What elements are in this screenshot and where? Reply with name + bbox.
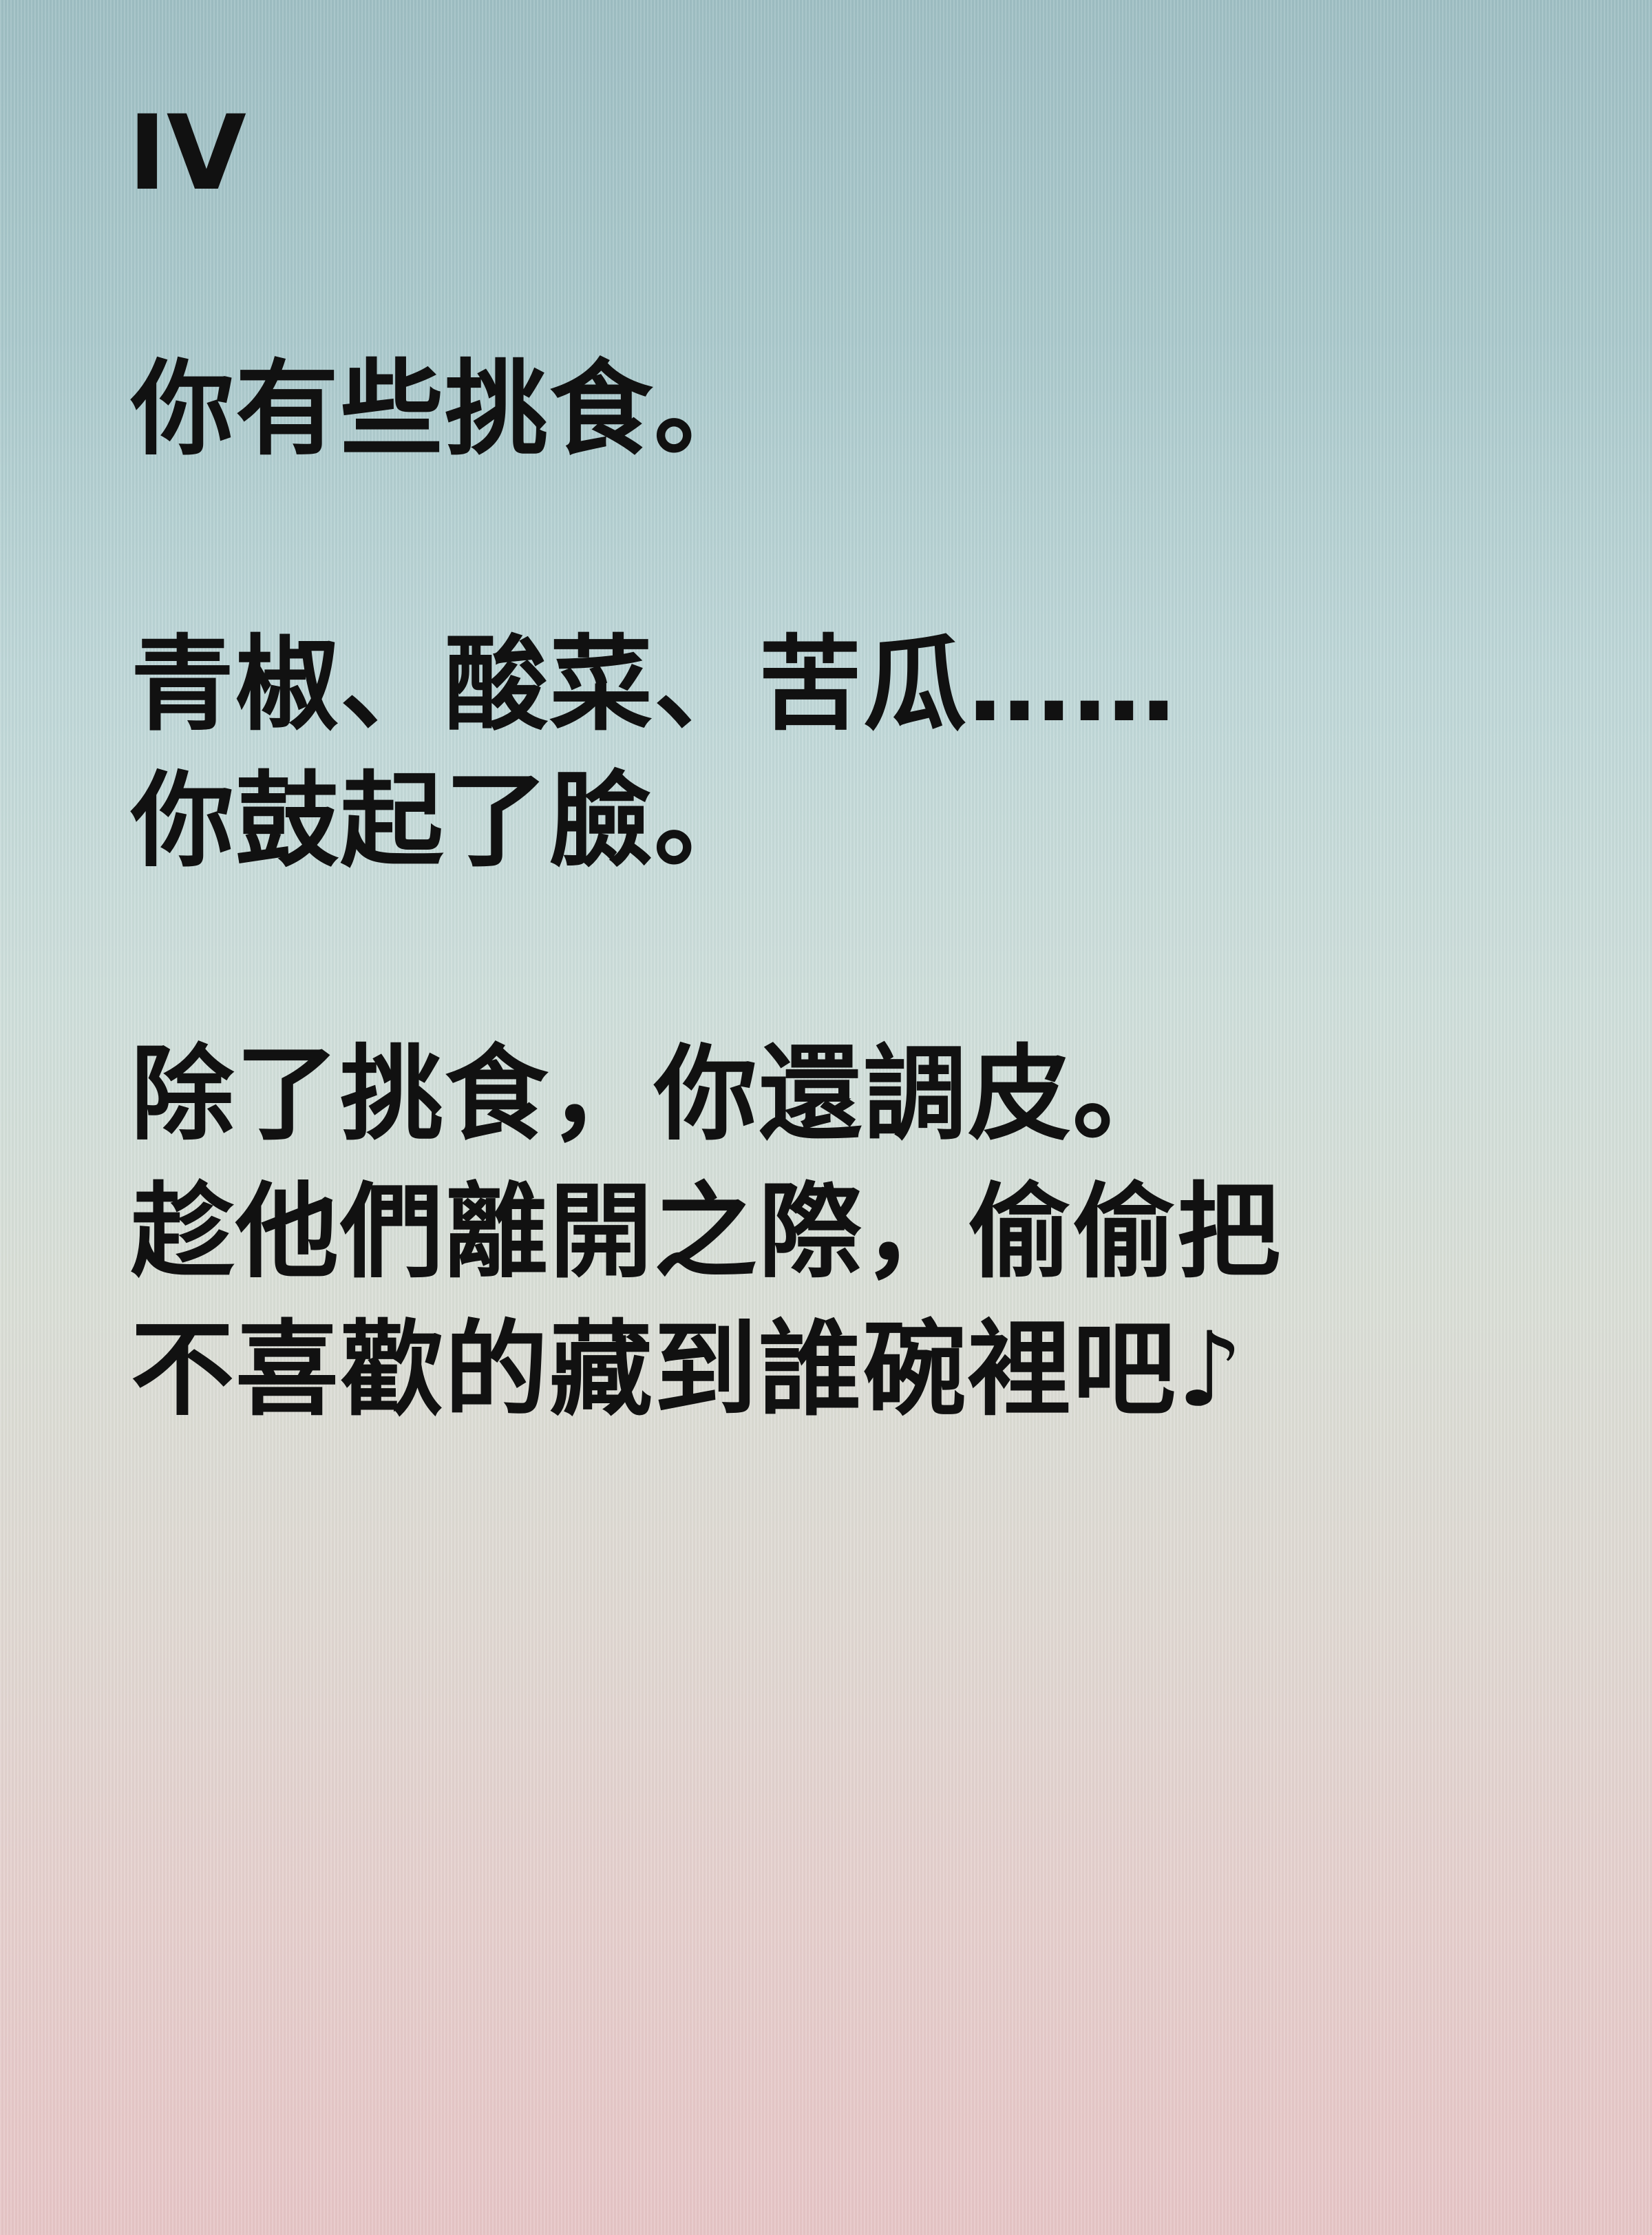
text-line-2: 青椒、酸菜、苦瓜…… — [131, 625, 1178, 745]
text-line-5: 趁他們離開之際，偷偷把 — [131, 1173, 1282, 1292]
text-line-6: 不喜歡的藏到誰碗裡吧♪ — [131, 1310, 1245, 1430]
text-line-4: 除了挑食，你還調皮。 — [131, 1035, 1178, 1155]
text-line-1: 你有些挑食。 — [131, 350, 759, 470]
text-line-3: 你鼓起了臉。 — [131, 762, 759, 881]
chapter-number: IV — [128, 94, 246, 213]
